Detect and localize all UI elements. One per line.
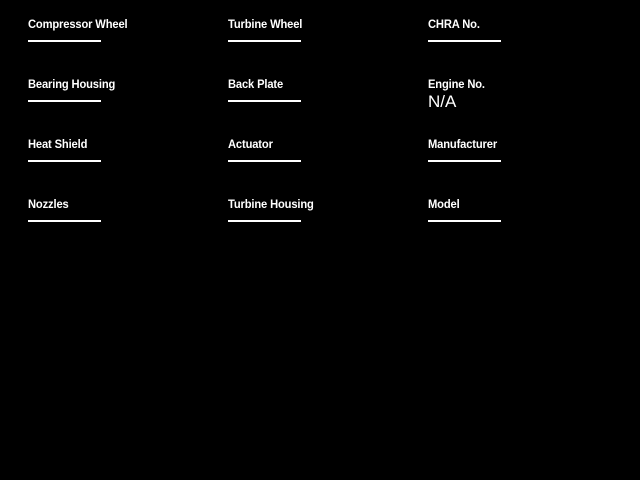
field-turbine-housing[interactable]: Turbine Housing bbox=[228, 198, 418, 222]
field-label: Back Plate bbox=[228, 77, 284, 91]
field-nozzles[interactable]: Nozzles bbox=[28, 198, 218, 222]
field-label: Compressor Wheel bbox=[28, 17, 128, 31]
field-grid: Compressor Wheel Bearing Housing Heat Sh… bbox=[28, 18, 618, 222]
field-entry-rule[interactable] bbox=[428, 220, 501, 222]
field-entry-rule[interactable] bbox=[428, 40, 501, 42]
field-label: Heat Shield bbox=[28, 137, 88, 151]
field-model[interactable]: Model bbox=[428, 198, 618, 222]
field-entry-rule[interactable] bbox=[228, 220, 301, 222]
field-actuator[interactable]: Actuator bbox=[228, 138, 418, 162]
field-entry-rule[interactable] bbox=[228, 160, 301, 162]
field-entry-value[interactable]: N/A bbox=[428, 92, 457, 111]
field-bearing-housing[interactable]: Bearing Housing bbox=[28, 78, 218, 102]
field-entry-rule[interactable] bbox=[28, 40, 101, 42]
field-chra-no[interactable]: CHRA No. bbox=[428, 18, 618, 42]
field-engine-no[interactable]: Engine No. N/A bbox=[428, 78, 618, 111]
field-label: Bearing Housing bbox=[28, 77, 116, 91]
field-manufacturer[interactable]: Manufacturer bbox=[428, 138, 618, 162]
field-label: Nozzles bbox=[28, 197, 69, 211]
field-back-plate[interactable]: Back Plate bbox=[228, 78, 418, 102]
field-entry-rule[interactable] bbox=[428, 160, 501, 162]
field-label: Turbine Wheel bbox=[228, 17, 303, 31]
field-label: Turbine Housing bbox=[228, 197, 314, 211]
field-label: Actuator bbox=[228, 137, 273, 151]
field-compressor-wheel[interactable]: Compressor Wheel bbox=[28, 18, 218, 42]
field-heat-shield[interactable]: Heat Shield bbox=[28, 138, 218, 162]
field-entry-rule[interactable] bbox=[28, 220, 101, 222]
field-entry-rule[interactable] bbox=[228, 40, 301, 42]
field-label: Engine No. bbox=[428, 77, 485, 91]
field-turbine-wheel[interactable]: Turbine Wheel bbox=[228, 18, 418, 42]
field-entry-rule[interactable] bbox=[228, 100, 301, 102]
field-label: Manufacturer bbox=[428, 137, 498, 151]
field-entry-rule[interactable] bbox=[28, 100, 101, 102]
field-label: CHRA No. bbox=[428, 17, 480, 31]
field-label: Model bbox=[428, 197, 460, 211]
field-entry-rule[interactable] bbox=[28, 160, 101, 162]
